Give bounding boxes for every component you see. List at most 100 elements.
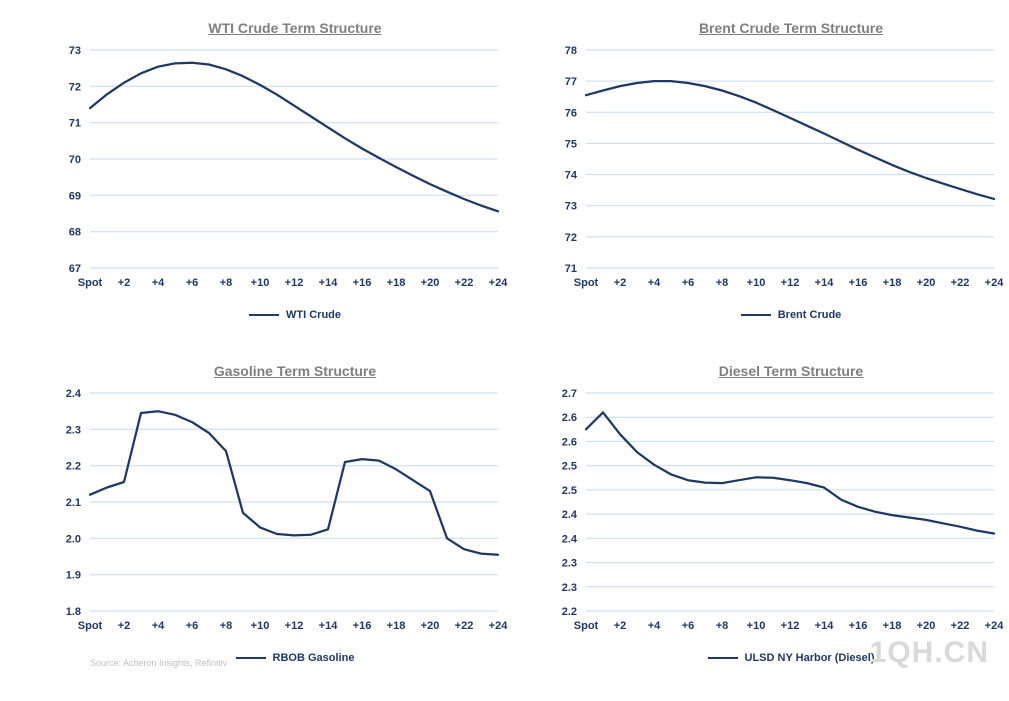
y-tick-label: 70 [69, 154, 81, 166]
x-tick-label: +8 [220, 620, 233, 632]
charts-grid: WTI Crude Term Structure 73 72 71 70 69 68 67 S… [38, 14, 1004, 664]
line-series [88, 410, 500, 556]
y-tick-label: 71 [69, 118, 81, 130]
x-tick-label: +12 [781, 620, 800, 632]
x-tick-label: +18 [883, 277, 902, 289]
y-tick-label: 72 [565, 232, 577, 244]
y-tick-label: 69 [69, 190, 81, 202]
gasoline-legend: RBOB Gasoline [38, 652, 508, 664]
legend-label: Brent Crude [777, 309, 842, 321]
x-tick-label: +18 [883, 620, 902, 632]
chart-wti: WTI Crude Term Structure 73 72 71 70 69 68 67 S… [38, 14, 508, 321]
legend-line-swatch [740, 314, 771, 316]
y-tick-label: 72 [69, 81, 81, 93]
y-tick-label: 2.3 [562, 558, 577, 570]
x-tick-label: +20 [421, 277, 440, 289]
chart-title-gasoline: Gasoline Term Structure [213, 363, 377, 379]
x-tick-label: +16 [353, 620, 372, 632]
x-tick-label: +16 [849, 277, 868, 289]
y-tick-label: 2.7 [562, 388, 577, 400]
x-tick-label: +12 [285, 620, 304, 632]
y-tick-label: 2.4 [66, 388, 82, 400]
x-tick-label: +22 [455, 277, 474, 289]
line-series [584, 411, 996, 535]
wti-legend: WTI Crude [38, 309, 508, 321]
legend-label: WTI Crude [286, 309, 341, 321]
y-tick-label: 2.1 [66, 497, 81, 509]
x-tick-label: +8 [716, 277, 729, 289]
x-tick-label: Spot [78, 620, 103, 632]
x-tick-label: +4 [648, 620, 661, 632]
y-tick-label: 2.6 [562, 436, 577, 448]
x-tick-label: +20 [917, 620, 936, 632]
x-tick-label: +14 [815, 277, 835, 289]
chart-title-wti: WTI Crude Term Structure [208, 20, 382, 36]
y-tick-label: 78 [565, 45, 577, 57]
x-tick-label: +8 [220, 277, 233, 289]
diesel-plot-area: 2.7 2.6 2.6 2.5 2.5 2.4 2.4 2.3 2.3 2.2 Spot +2 +4 +6… [562, 388, 1004, 632]
x-tick-label: +24 [489, 277, 508, 289]
legend-label: ULSD NY Harbor (Diesel) [744, 652, 875, 664]
x-tick-label: +6 [186, 277, 199, 289]
y-tick-label: 2.3 [66, 424, 81, 436]
x-tick-label: +24 [985, 620, 1004, 632]
x-tick-label: +6 [186, 620, 199, 632]
x-tick-label: +2 [118, 277, 131, 289]
y-tick-label: 2.6 [562, 412, 577, 424]
y-tick-label: 2.4 [562, 533, 578, 545]
x-tick-label: +16 [353, 277, 372, 289]
x-tick-label: +2 [614, 620, 627, 632]
y-tick-label: 2.2 [66, 461, 81, 473]
y-tick-label: 73 [69, 45, 81, 57]
watermark: 1QH.CN [869, 636, 989, 669]
x-tick-label: +18 [387, 620, 406, 632]
x-tick-label: +20 [421, 620, 440, 632]
y-tick-label: 2.4 [562, 509, 578, 521]
legend-line-swatch [249, 314, 279, 316]
x-tick-label: Spot [574, 620, 599, 632]
x-tick-label: +14 [319, 277, 339, 289]
y-tick-label: 68 [69, 227, 81, 239]
legend-line-swatch [707, 657, 738, 659]
x-tick-label: +10 [251, 277, 270, 289]
x-tick-label: +2 [614, 277, 627, 289]
y-tick-label: 77 [565, 76, 577, 88]
brent-plot-area: 78 77 76 75 74 73 72 71 Spot +2 +4 +6 +8 +10 +12 +14 +16… [565, 45, 1004, 289]
x-tick-label: +14 [319, 620, 339, 632]
wti-plot-area: 73 72 71 70 69 68 67 Spot +2 +4 +6 +8 +10 +12 +14 +16 +1… [69, 45, 508, 289]
y-tick-label: 71 [565, 263, 577, 275]
source-note: Source: Acheron Insights, Refinitiv [90, 658, 228, 668]
x-tick-label: +10 [747, 620, 766, 632]
x-tick-label: +10 [747, 277, 766, 289]
chart-gasoline: Gasoline Term Structure 2.4 2.3 2.2 2.1 2.0 1… [38, 357, 508, 664]
x-tick-label: +24 [489, 620, 508, 632]
x-tick-label: +22 [455, 620, 474, 632]
x-tick-label: +4 [648, 277, 661, 289]
y-tick-label: 76 [565, 107, 577, 119]
x-tick-label: +14 [815, 620, 835, 632]
x-tick-label: +4 [152, 277, 165, 289]
chart-title-brent: Brent Crude Term Structure [698, 20, 884, 36]
legend-line-swatch [235, 657, 266, 659]
x-tick-label: +12 [781, 277, 800, 289]
x-tick-label: +24 [985, 277, 1004, 289]
y-tick-label: 74 [565, 170, 578, 182]
y-tick-label: 2.3 [562, 582, 577, 594]
y-tick-label: 1.8 [66, 606, 81, 618]
chart-diesel: Diesel Term Structure 2.7 2.6 2.6 2.5 2.5 2.4… [534, 357, 1004, 664]
x-tick-label: Spot [78, 277, 103, 289]
x-tick-label: +10 [251, 620, 270, 632]
x-tick-label: +22 [951, 277, 970, 289]
chart-title-diesel: Diesel Term Structure [718, 363, 864, 379]
brent-legend: Brent Crude [534, 309, 1004, 321]
y-tick-label: 73 [565, 201, 577, 213]
y-tick-label: 2.5 [562, 461, 577, 473]
x-tick-label: +12 [285, 277, 304, 289]
gasoline-plot-area: 2.4 2.3 2.2 2.1 2.0 1.9 1.8 Spot +2 +4 +6 +8 +10 +12 +… [66, 388, 508, 632]
x-tick-label: +20 [917, 277, 936, 289]
x-tick-label: +6 [682, 277, 695, 289]
line-series [88, 61, 500, 213]
x-tick-label: +18 [387, 277, 406, 289]
x-tick-label: +2 [118, 620, 131, 632]
line-series [584, 79, 996, 201]
